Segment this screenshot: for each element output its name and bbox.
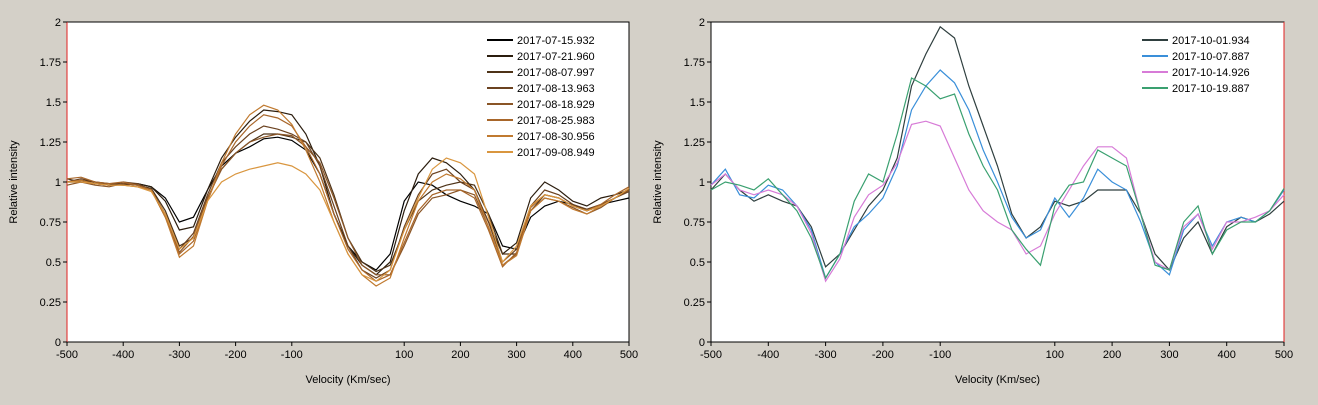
x-axis-label: Velocity (Km/sec) [955, 374, 1040, 386]
y-tick-label: 0.75 [684, 217, 705, 229]
y-axis-label: Relative intensity [652, 140, 664, 224]
y-tick-label: 0.25 [684, 297, 705, 309]
x-tick-label: 500 [1275, 349, 1293, 361]
y-tick-label: 2 [699, 17, 705, 29]
y-tick-label: 1.25 [684, 137, 705, 149]
y-tick-label: 1.75 [40, 57, 61, 69]
legend-label: 2017-07-15.932 [517, 35, 595, 47]
y-tick-label: 0.5 [690, 257, 705, 269]
x-tick-label: -300 [168, 349, 190, 361]
y-tick-label: 0 [699, 337, 705, 349]
x-tick-label: 200 [1103, 349, 1121, 361]
y-tick-label: 1.5 [690, 97, 705, 109]
x-axis-label: Velocity (Km/sec) [306, 374, 391, 386]
x-tick-label: -400 [757, 349, 779, 361]
x-tick-label: -500 [700, 349, 722, 361]
x-tick-label: -200 [225, 349, 247, 361]
legend-label: 2017-08-25.983 [517, 115, 595, 127]
x-tick-label: 500 [620, 349, 638, 361]
y-tick-label: 1.5 [46, 97, 61, 109]
y-tick-label: 1 [699, 177, 705, 189]
x-tick-label: -200 [872, 349, 894, 361]
x-tick-label: 100 [1046, 349, 1064, 361]
data-line [67, 157, 630, 282]
x-tick-label: 300 [1160, 349, 1178, 361]
x-tick-label: -100 [281, 349, 303, 361]
y-axis-label: Relative intensity [8, 140, 20, 224]
data-line [710, 69, 1285, 280]
legend-label: 2017-08-18.929 [517, 99, 595, 111]
x-tick-label: 200 [451, 349, 469, 361]
legend-label: 2017-10-07.887 [1172, 51, 1250, 63]
legend-label: 2017-09-08.949 [517, 147, 595, 159]
x-tick-label: 300 [507, 349, 525, 361]
legend-label: 2017-08-07.997 [517, 67, 595, 79]
plot-area [66, 21, 630, 343]
x-tick-label: 400 [564, 349, 582, 361]
x-tick-label: -300 [815, 349, 837, 361]
legend-label: 2017-08-13.963 [517, 83, 595, 95]
y-tick-label: 2 [55, 17, 61, 29]
legend-label: 2017-10-19.887 [1172, 83, 1250, 95]
x-tick-label: -500 [56, 349, 78, 361]
y-tick-label: 0 [55, 337, 61, 349]
x-tick-label: 400 [1218, 349, 1236, 361]
y-tick-label: 1.25 [40, 137, 61, 149]
x-tick-label: -400 [112, 349, 134, 361]
y-tick-label: 1.75 [684, 57, 705, 69]
legend-label: 2017-08-30.956 [517, 131, 595, 143]
y-tick-label: 0.75 [40, 217, 61, 229]
y-tick-label: 0.5 [46, 257, 61, 269]
y-tick-label: 0.25 [40, 297, 61, 309]
x-tick-label: 100 [395, 349, 413, 361]
legend-label: 2017-10-01.934 [1172, 35, 1250, 47]
data-line [710, 77, 1285, 280]
data-line [710, 25, 1285, 272]
legend-label: 2017-10-14.926 [1172, 67, 1250, 79]
y-tick-label: 1 [55, 177, 61, 189]
data-line [710, 120, 1285, 283]
x-tick-label: -100 [929, 349, 951, 361]
legend-label: 2017-07-21.960 [517, 51, 595, 63]
